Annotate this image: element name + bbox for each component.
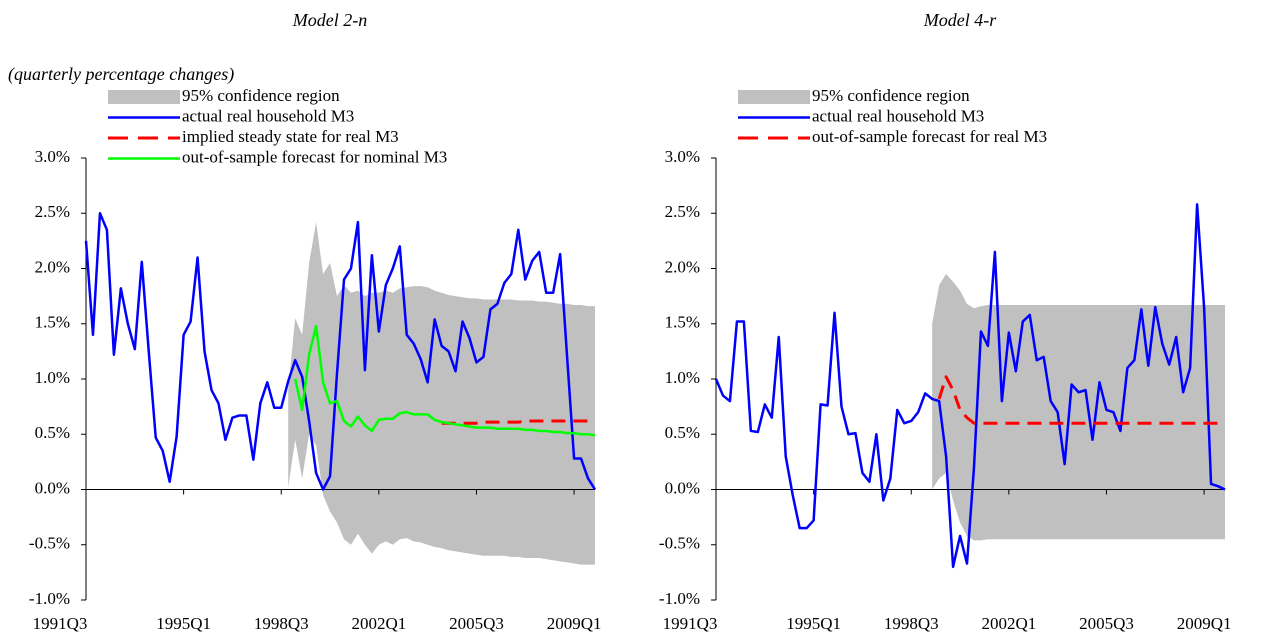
chart-title: Model 4-r [923, 10, 997, 30]
y-tick-label: 1.5% [665, 313, 700, 332]
series-line [84, 212, 597, 491]
x-tick-label: 1995Q1 [156, 614, 211, 633]
legend-swatch [738, 90, 810, 104]
y-tick-label: 2.0% [35, 257, 70, 276]
chart-title: Model 2-n [292, 10, 367, 30]
y-tick-label: -1.0% [659, 589, 700, 608]
y-tick-label: 0.5% [665, 423, 700, 442]
y-tick-label: 0.0% [35, 478, 70, 497]
series-line [714, 203, 1226, 569]
x-tick-label: 2009Q1 [547, 614, 602, 633]
y-tick-label: -0.5% [659, 534, 700, 553]
y-tick-label: 1.0% [665, 368, 700, 387]
x-tick-label: 1998Q3 [254, 614, 309, 633]
legend-label: 95% confidence region [812, 86, 970, 105]
legend-label: actual real household M3 [812, 106, 984, 125]
y-tick-label: -0.5% [29, 534, 70, 553]
x-tick-label: 2002Q1 [981, 614, 1036, 633]
y-tick-label: 3.0% [665, 147, 700, 166]
legend-label: out-of-sample forecast for real M3 [812, 127, 1047, 146]
y-tick-label: 0.0% [665, 478, 700, 497]
y-tick-label: 2.0% [665, 257, 700, 276]
x-tick-label: 2005Q3 [1079, 614, 1134, 633]
legend-label: actual real household M3 [182, 106, 354, 125]
y-tick-label: 2.5% [665, 202, 700, 221]
legend-label: implied steady state for real M3 [182, 127, 399, 146]
x-tick-label: 2009Q1 [1177, 614, 1232, 633]
x-tick-label: 2002Q1 [351, 614, 406, 633]
y-tick-label: -1.0% [29, 589, 70, 608]
y-tick-label: 1.0% [35, 368, 70, 387]
confidence-band [288, 222, 595, 565]
legend-swatch [108, 90, 180, 104]
x-tick-label: 1991Q3 [663, 614, 718, 633]
x-tick-label: 1995Q1 [786, 614, 841, 633]
series-line [293, 324, 596, 437]
y-tick-label: 3.0% [35, 147, 70, 166]
series-line [937, 375, 1225, 425]
y-tick-label: 1.5% [35, 313, 70, 332]
legend-label: out-of-sample forecast for nominal M3 [182, 147, 447, 166]
legend-label: 95% confidence region [182, 86, 340, 105]
x-tick-label: 2005Q3 [449, 614, 504, 633]
series-line [441, 419, 595, 425]
x-tick-label: 1991Q3 [33, 614, 88, 633]
y-tick-label: 0.5% [35, 423, 70, 442]
y-tick-label: 2.5% [35, 202, 70, 221]
x-tick-label: 1998Q3 [884, 614, 939, 633]
chart-subtitle: (quarterly percentage changes) [8, 64, 234, 85]
